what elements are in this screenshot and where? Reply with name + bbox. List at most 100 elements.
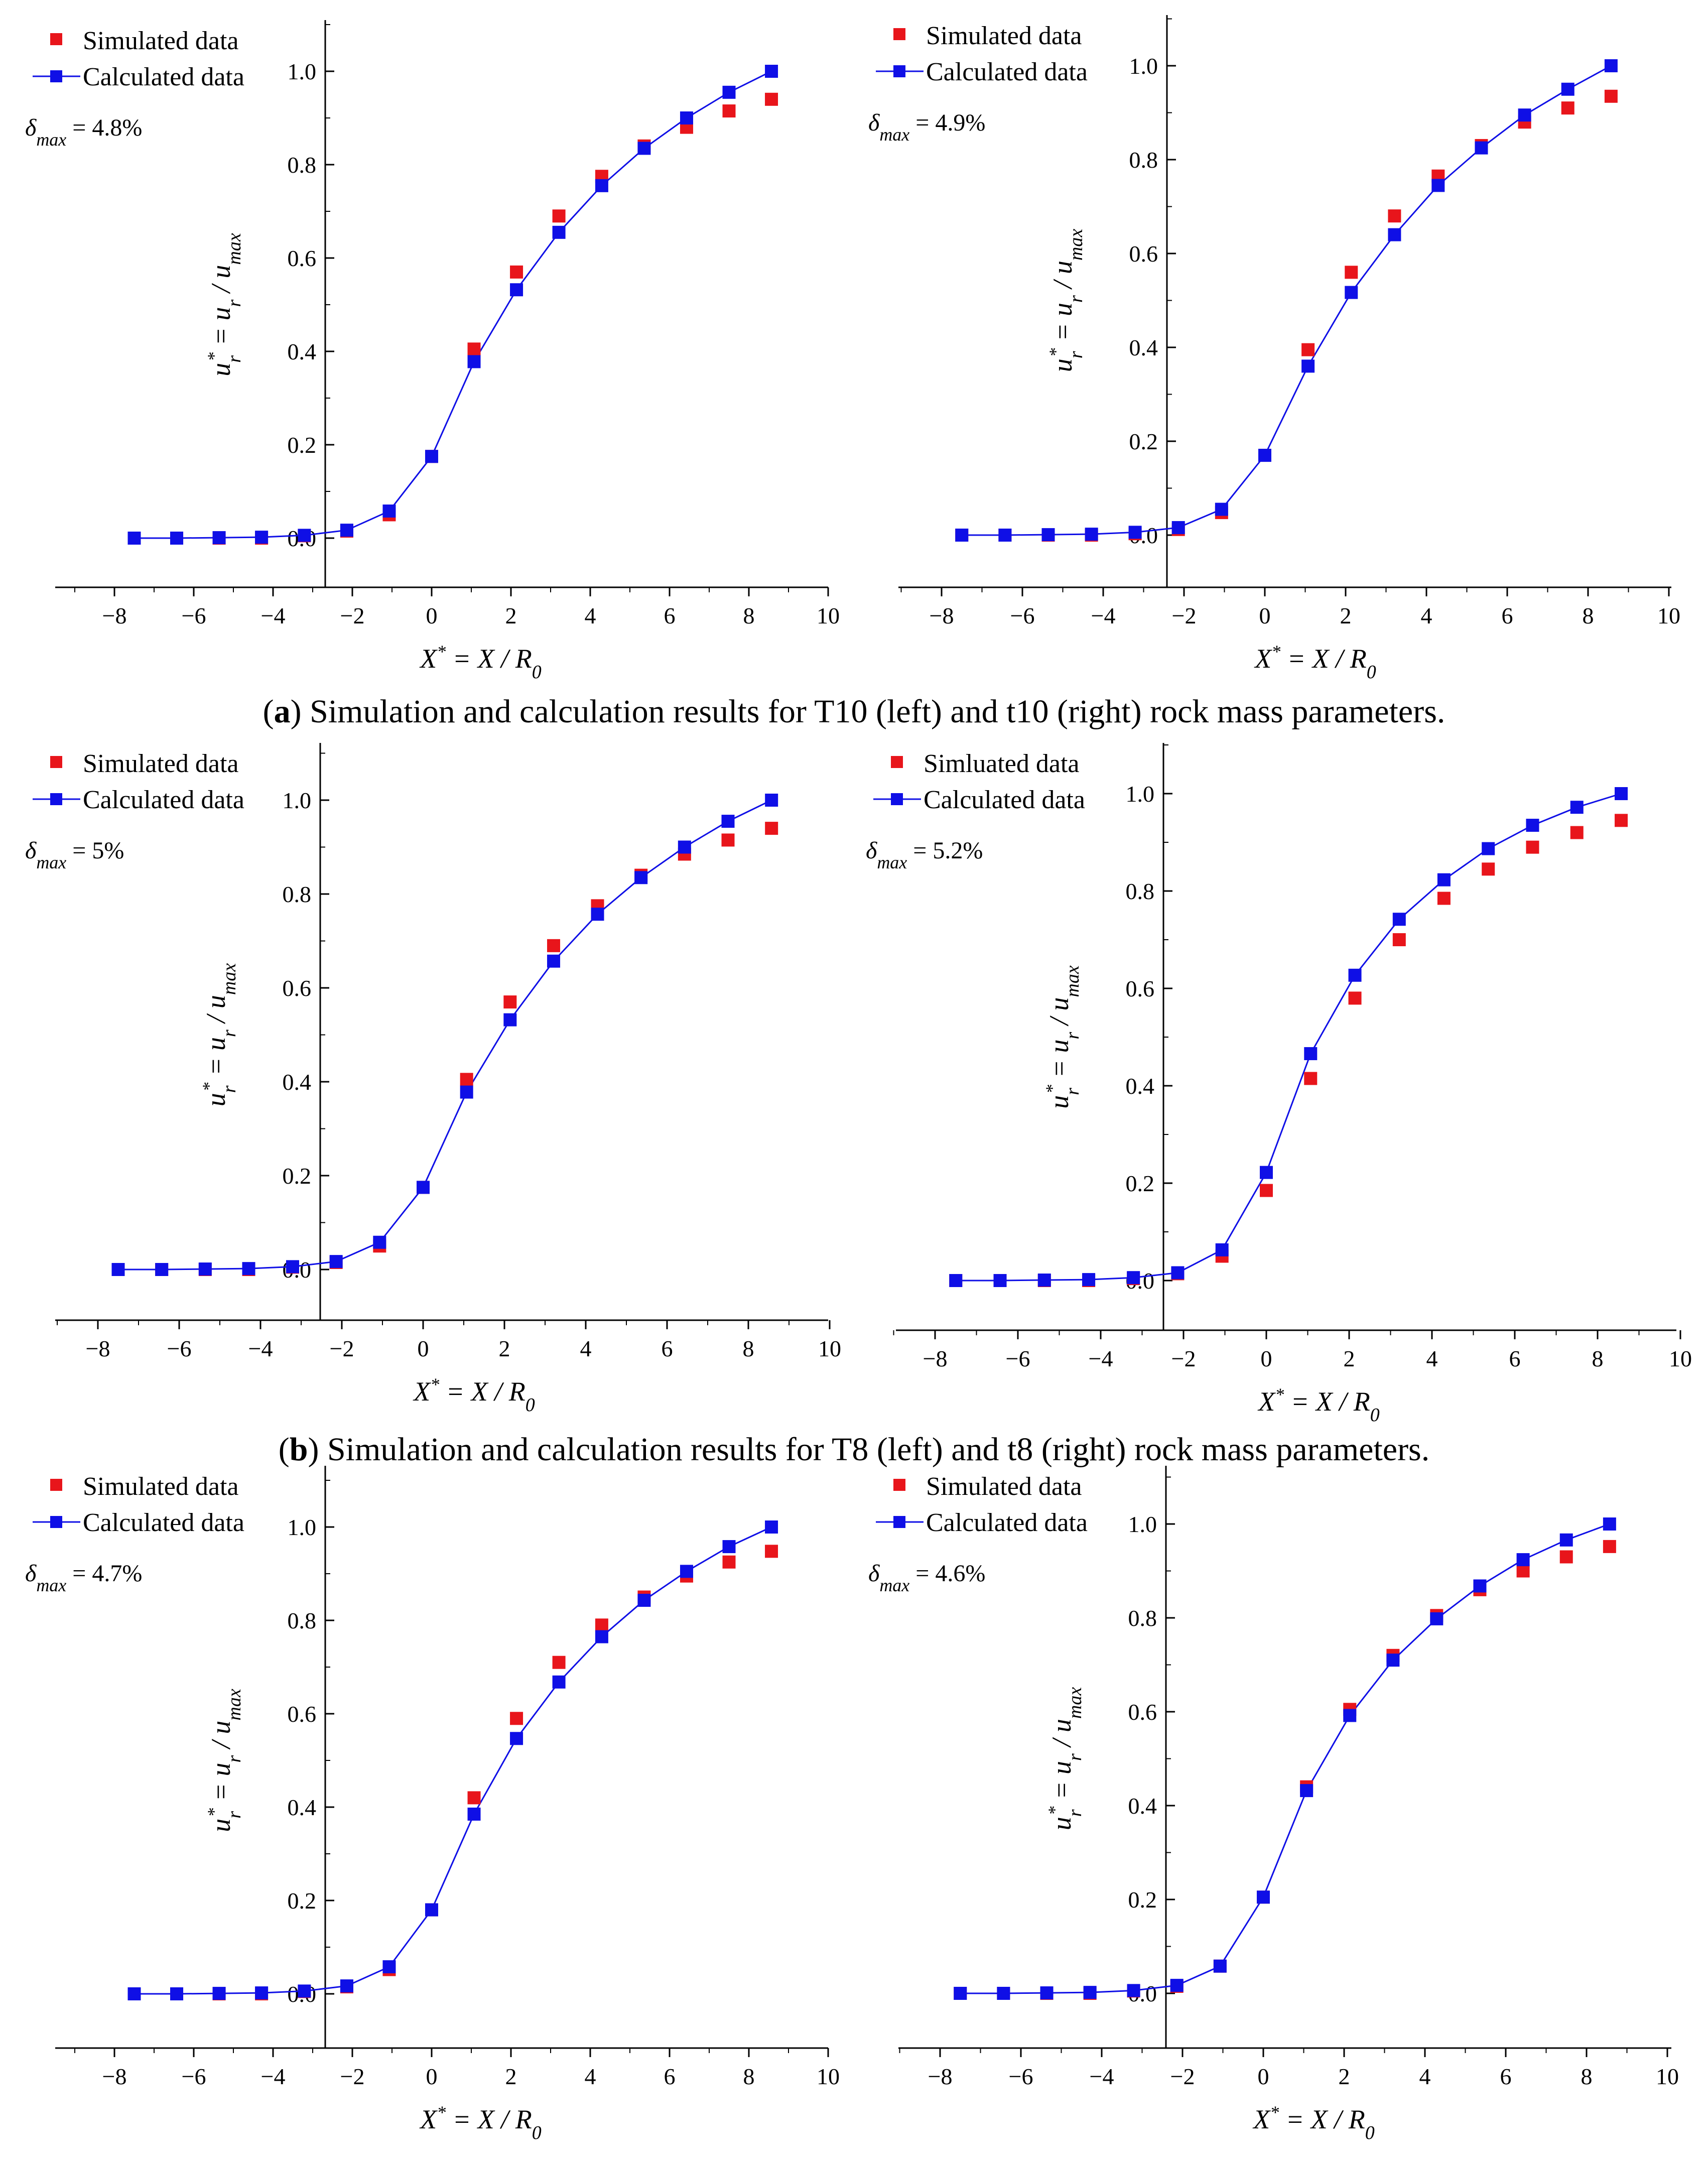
legend-simulated-marker xyxy=(893,28,905,40)
legend-simulated-label: Simulated data xyxy=(926,1472,1082,1501)
calculated-point xyxy=(467,355,481,368)
simulated-point xyxy=(1603,1540,1616,1553)
chart-panel-c-right: −8 −6 −4 −2 0 2 4 6 8 100.00.20.40.60.81.0X* = X … xyxy=(868,1466,1679,2143)
x-tick-label: −4 xyxy=(248,1336,273,1361)
simulated-point xyxy=(1345,266,1358,279)
x-tick-label: 10 xyxy=(817,603,840,628)
calculated-point xyxy=(127,1987,141,2000)
calculated-point xyxy=(1037,1274,1051,1287)
calculated-point xyxy=(1213,1959,1227,1973)
x-tick-label: 4 xyxy=(1426,1346,1438,1371)
calculated-series-line xyxy=(956,793,1622,1282)
simulated-point xyxy=(1561,101,1574,115)
simulated-point xyxy=(1301,343,1315,356)
simulated-point xyxy=(1482,862,1495,876)
x-tick-label: 6 xyxy=(1500,2064,1512,2089)
calculated-point xyxy=(298,1984,311,1998)
calculated-point xyxy=(1040,1986,1054,2000)
calculated-point xyxy=(510,1732,523,1745)
calculated-point xyxy=(198,1262,212,1276)
calculated-point xyxy=(591,908,604,921)
legend-calculated-marker xyxy=(50,1516,62,1528)
calculated-point xyxy=(993,1274,1007,1287)
y-tick-label: 0.4 xyxy=(1129,335,1158,360)
calculated-point xyxy=(503,1013,517,1027)
legend-simulated-label: Simulated data xyxy=(926,22,1082,50)
simulated-point xyxy=(503,995,517,1009)
calculated-point xyxy=(1561,82,1574,96)
calculated-point xyxy=(340,1979,353,1993)
calculated-point xyxy=(1431,179,1445,192)
calculated-series-line xyxy=(960,1523,1610,1994)
y-tick-label: 1.0 xyxy=(283,788,312,813)
calculated-point xyxy=(1604,59,1618,72)
calculated-point xyxy=(1215,1243,1229,1256)
calculated-point xyxy=(255,1986,269,2000)
calculated-point xyxy=(722,85,736,99)
x-tick-label: 6 xyxy=(1502,603,1513,628)
x-tick-label: −2 xyxy=(340,603,365,628)
calculated-point xyxy=(460,1085,473,1099)
calculated-point xyxy=(595,1630,608,1643)
calculated-point xyxy=(1348,968,1362,982)
simulated-point xyxy=(547,939,561,952)
simulated-point xyxy=(467,342,481,356)
simulated-point xyxy=(1526,840,1539,854)
x-axis-title: X* = X / R0 xyxy=(419,642,541,683)
x-tick-label: −2 xyxy=(1171,1346,1196,1371)
legend-calculated-marker xyxy=(893,65,905,77)
simulated-point xyxy=(1437,892,1451,905)
x-tick-label: 6 xyxy=(664,603,676,628)
calculated-point xyxy=(1127,1271,1140,1285)
calculated-point xyxy=(1570,801,1584,814)
simulated-point xyxy=(552,1656,566,1669)
x-tick-label: 8 xyxy=(1583,603,1594,628)
y-axis-title: ur* = ur / umax xyxy=(199,963,240,1107)
x-tick-label: −2 xyxy=(1170,2064,1195,2089)
x-tick-label: 0 xyxy=(1261,1346,1272,1371)
x-tick-label: 8 xyxy=(743,1336,754,1361)
y-tick-label: 0.4 xyxy=(288,339,317,364)
calculated-point xyxy=(255,531,269,544)
calculated-point xyxy=(1260,1166,1273,1179)
caption-a: (a) Simulation and calculation results f… xyxy=(262,693,1446,730)
calculated-point xyxy=(467,1807,481,1821)
delta-max-annotation: δmax = 5% xyxy=(25,837,124,872)
calculated-point xyxy=(1482,842,1495,855)
x-tick-label: −8 xyxy=(86,1336,110,1361)
y-tick-label: 0.8 xyxy=(288,1608,317,1633)
calculated-point xyxy=(1386,1654,1400,1667)
legend-simulated-marker xyxy=(50,1479,62,1491)
x-tick-label: −8 xyxy=(930,603,954,628)
legend-calculated-marker xyxy=(50,70,62,82)
legend-calculated-marker xyxy=(50,793,62,805)
simulated-point xyxy=(595,1618,608,1632)
y-axis-title: ur* = ur / umax xyxy=(204,233,245,376)
x-tick-label: −8 xyxy=(923,1346,948,1371)
calculated-point xyxy=(678,840,691,854)
legend-simulated-marker xyxy=(891,756,903,768)
calculated-point xyxy=(1559,1533,1573,1547)
x-tick-label: 0 xyxy=(426,2064,438,2089)
calculated-point xyxy=(212,1987,226,2000)
calculated-point xyxy=(552,225,566,239)
x-tick-label: 2 xyxy=(505,2064,517,2089)
x-tick-label: −8 xyxy=(102,603,127,628)
y-tick-label: 0.6 xyxy=(288,1701,317,1727)
y-axis-title: ur* = ur / umax xyxy=(1045,229,1087,372)
x-tick-label: 2 xyxy=(1340,603,1352,628)
calculated-point xyxy=(721,815,735,828)
x-tick-label: 6 xyxy=(664,2064,676,2089)
x-tick-label: 4 xyxy=(1419,2064,1431,2089)
y-tick-label: 1.0 xyxy=(288,1514,317,1540)
delta-max-annotation: δmax = 4.7% xyxy=(25,1560,142,1595)
calculated-series-line xyxy=(118,799,772,1271)
calculated-point xyxy=(1301,359,1315,373)
simulated-point xyxy=(510,265,523,279)
simulated-point xyxy=(1604,89,1618,103)
caption-b-letter: b xyxy=(289,1431,308,1468)
legend-simulated-marker xyxy=(50,33,62,45)
calculated-point xyxy=(382,1960,396,1974)
calculated-point xyxy=(595,179,608,192)
